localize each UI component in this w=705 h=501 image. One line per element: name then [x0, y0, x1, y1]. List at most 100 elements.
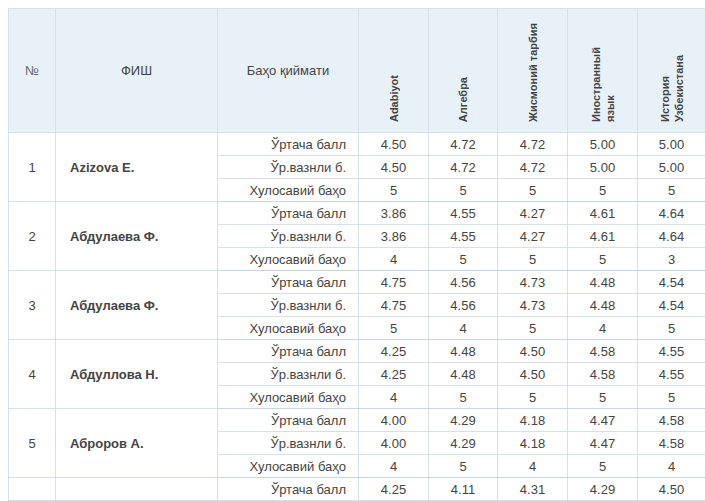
grade-value: 5	[568, 455, 638, 478]
grade-value: 4.50	[638, 478, 705, 501]
grade-value: 4.73	[498, 294, 568, 317]
student-name-link[interactable]: Абдулаева Ф.	[56, 271, 218, 340]
column-header-grade-type: Баҳо қиймати	[218, 9, 359, 133]
grade-value: 5	[359, 317, 429, 340]
subject-label: Иностранный язык	[589, 42, 617, 122]
table-row: Ўртача балл4.254.114.314.294.50	[9, 478, 705, 501]
grade-value: 4.25	[359, 363, 429, 386]
table-row: 4Абдуллова Н.Ўртача балл4.254.484.504.58…	[9, 340, 705, 363]
grade-value: 4.58	[638, 409, 705, 432]
grade-type-label: Хулосавий баҳо	[218, 317, 359, 340]
grade-value: 4	[429, 317, 498, 340]
grade-value: 3.86	[359, 202, 429, 225]
student-number: 2	[9, 202, 56, 271]
grade-value: 4.18	[498, 409, 568, 432]
grade-value: 4.55	[429, 225, 498, 248]
grade-value: 4.72	[498, 156, 568, 179]
table-row: 5Аброров А.Ўртача балл4.004.294.184.474.…	[9, 409, 705, 432]
grade-value: 4.55	[638, 340, 705, 363]
grade-value: 5	[568, 386, 638, 409]
student-name-link[interactable]: Абдулаева Ф.	[56, 202, 218, 271]
grade-value: 4.48	[429, 340, 498, 363]
table-row: 2Абдулаева Ф.Ўртача балл3.864.554.274.61…	[9, 202, 705, 225]
grade-value: 4.31	[498, 478, 568, 501]
student-number: 1	[9, 133, 56, 202]
grade-value: 4.25	[359, 340, 429, 363]
student-name-link[interactable]: Azizova E.	[56, 133, 218, 202]
table-row: 3Абдулаева Ф.Ўртача балл4.754.564.734.48…	[9, 271, 705, 294]
grade-value: 4.64	[638, 202, 705, 225]
student-number: 3	[9, 271, 56, 340]
grade-value: 5.00	[568, 133, 638, 156]
grade-value: 4.72	[429, 133, 498, 156]
column-header-name: ФИШ	[56, 9, 218, 133]
grade-value: 5	[568, 179, 638, 202]
gradebook-page: № ФИШ Баҳо қиймати Adabiyot Алгебра Жисм…	[0, 0, 705, 501]
student-number: 5	[9, 409, 56, 478]
subject-label: Жисмоний тарбия	[526, 23, 540, 122]
grade-type-label: Ўр.вазнли б.	[218, 363, 359, 386]
grade-value: 3.86	[359, 225, 429, 248]
table-header: № ФИШ Баҳо қиймати Adabiyot Алгебра Жисм…	[9, 9, 705, 133]
grade-value: 4	[498, 455, 568, 478]
grade-value: 5	[429, 179, 498, 202]
grade-value: 4.54	[638, 271, 705, 294]
grade-value: 4.61	[568, 225, 638, 248]
grade-value: 5.00	[638, 133, 705, 156]
grade-value: 4.29	[429, 432, 498, 455]
column-header-subject-foreign-language: Иностранный язык	[568, 9, 638, 133]
grade-value: 4.61	[568, 202, 638, 225]
grade-type-label: Ўртача балл	[218, 478, 359, 501]
grade-value: 4.25	[359, 478, 429, 501]
grade-value: 4.48	[568, 294, 638, 317]
grade-value: 4.50	[498, 340, 568, 363]
grade-value: 4.55	[638, 363, 705, 386]
grade-value: 4.48	[568, 271, 638, 294]
grade-value: 5	[429, 386, 498, 409]
student-name-link[interactable]: Аброров А.	[56, 409, 218, 478]
student-name-link[interactable]: Абдуллова Н.	[56, 340, 218, 409]
grade-value: 5	[498, 386, 568, 409]
grade-value: 5	[498, 248, 568, 271]
grade-value: 4.47	[568, 409, 638, 432]
grade-type-label: Хулосавий баҳо	[218, 455, 359, 478]
grade-value: 5	[498, 317, 568, 340]
grade-value: 4.29	[429, 409, 498, 432]
grade-value: 4.64	[638, 225, 705, 248]
grade-type-label: Ўртача балл	[218, 340, 359, 363]
grade-value: 4	[638, 455, 705, 478]
grade-value: 4.72	[498, 133, 568, 156]
grade-value: 5	[359, 179, 429, 202]
grade-value: 4.58	[568, 340, 638, 363]
grade-value: 4.48	[429, 363, 498, 386]
grade-value: 4.72	[429, 156, 498, 179]
grade-value: 5.00	[568, 156, 638, 179]
grade-value: 4.75	[359, 271, 429, 294]
grade-type-label: Ўр.вазнли б.	[218, 156, 359, 179]
column-header-subject-physical-education: Жисмоний тарбия	[498, 9, 568, 133]
grade-value: 4.50	[498, 363, 568, 386]
grade-value: 5	[429, 248, 498, 271]
grade-value: 4.00	[359, 409, 429, 432]
grade-type-label: Ўр.вазнли б.	[218, 225, 359, 248]
grade-value: 4.29	[568, 478, 638, 501]
grade-value: 5.00	[638, 156, 705, 179]
grade-value: 3	[638, 248, 705, 271]
grade-type-label: Хулосавий баҳо	[218, 179, 359, 202]
grade-value: 5	[638, 386, 705, 409]
grade-value: 4.00	[359, 432, 429, 455]
student-name-link	[56, 478, 218, 501]
subject-label: История Узбекистана	[658, 42, 686, 122]
grade-value: 5	[568, 248, 638, 271]
grade-type-label: Хулосавий баҳо	[218, 386, 359, 409]
student-number: 4	[9, 340, 56, 409]
column-header-subject-history-uzbekistan: История Узбекистана	[638, 9, 705, 133]
grade-type-label: Ўртача балл	[218, 202, 359, 225]
grade-value: 4.75	[359, 294, 429, 317]
grade-value: 4.55	[429, 202, 498, 225]
grade-value: 4.50	[359, 133, 429, 156]
table-row: 1Azizova E.Ўртача балл4.504.724.725.005.…	[9, 133, 705, 156]
grade-type-label: Ўртача балл	[218, 133, 359, 156]
grades-table: № ФИШ Баҳо қиймати Adabiyot Алгебра Жисм…	[8, 8, 705, 501]
grade-type-label: Ўртача балл	[218, 271, 359, 294]
